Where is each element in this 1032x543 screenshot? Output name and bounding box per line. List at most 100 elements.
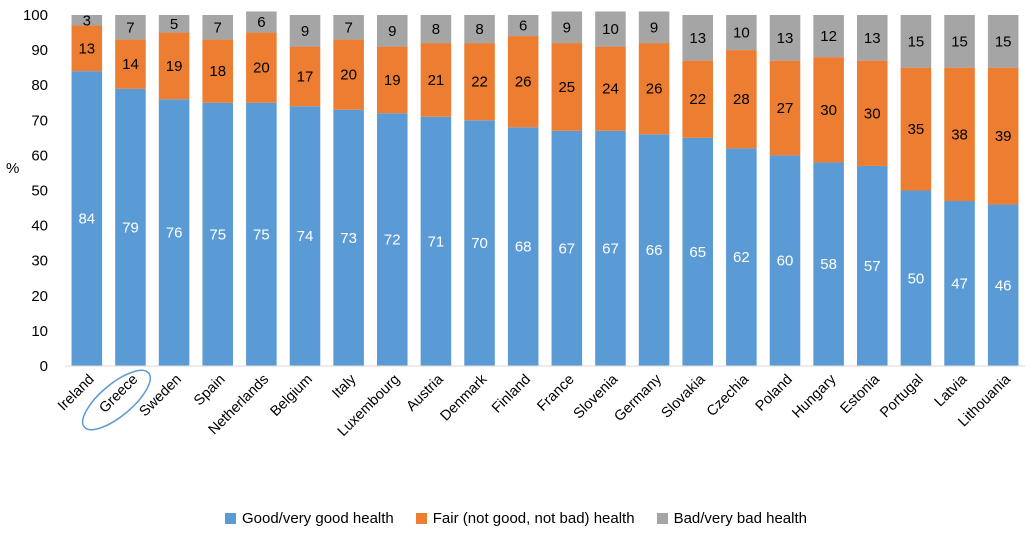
x-tick-label: Hungary [789, 371, 840, 422]
bar-segment [813, 15, 844, 58]
legend-item: Good/very good health [224, 510, 394, 527]
bar-segment [71, 25, 103, 72]
y-tick-label: 50 [31, 183, 48, 200]
bar-segment [857, 165, 888, 366]
bar-segment [377, 15, 408, 47]
bar-segment [420, 43, 452, 117]
bar-segment [71, 71, 103, 366]
data-label: 10 [602, 21, 619, 38]
data-label: 79 [122, 219, 139, 236]
bar-segment [202, 39, 233, 103]
data-label: 9 [563, 19, 571, 36]
legend-swatch [656, 513, 668, 524]
bar-segment [857, 15, 888, 61]
data-label: 17 [297, 68, 314, 85]
bar-segment [377, 113, 408, 366]
bar-segment [333, 109, 364, 367]
x-tick-label: Latvia [932, 371, 971, 410]
bar-segment [944, 201, 975, 366]
bar-segment [769, 155, 801, 366]
data-label: 39 [995, 128, 1012, 145]
bar-segment [726, 148, 757, 366]
x-tick-label: Austria [404, 371, 448, 415]
bar-segment [726, 50, 757, 149]
data-label: 72 [384, 232, 401, 249]
data-label: 13 [689, 30, 706, 47]
data-label: 20 [253, 60, 270, 77]
bar-segment [507, 15, 539, 37]
bar-segment [507, 36, 539, 128]
data-label: 24 [602, 81, 619, 98]
data-label: 15 [995, 33, 1012, 50]
legend-swatch [415, 513, 427, 524]
data-label: 35 [908, 121, 925, 138]
data-label: 66 [646, 242, 663, 259]
data-label: 14 [122, 56, 139, 73]
x-tick-label: Belgium [267, 372, 315, 420]
y-tick-label: 30 [31, 253, 48, 270]
bar-segment [813, 162, 844, 366]
y-tick-label: 80 [31, 77, 48, 94]
bar-segment [638, 43, 670, 135]
data-label: 50 [908, 270, 925, 287]
bar-segment [987, 67, 1019, 205]
data-label: 27 [777, 100, 794, 117]
bar-segment [246, 32, 277, 103]
data-label: 6 [519, 18, 527, 35]
legend-swatch [224, 513, 236, 524]
bar-segment [769, 15, 801, 61]
bar-segment [595, 46, 626, 131]
data-label: 3 [83, 12, 91, 29]
bar-segment [158, 15, 190, 33]
bar-segment [246, 102, 277, 366]
bar-segment [202, 102, 233, 366]
bar-segment [202, 15, 233, 40]
legend-label: Good/very good health [241, 510, 394, 527]
highlight-ellipse-shape [81, 369, 151, 431]
data-label: 58 [820, 256, 837, 273]
bar-segment [420, 15, 452, 44]
bar-segment [464, 120, 495, 366]
x-tick-label: France [534, 372, 577, 415]
data-label: 71 [428, 233, 445, 250]
bar-segment [420, 116, 452, 366]
legend-label: Fair (not good, not bad) health [432, 510, 635, 527]
data-label: 8 [475, 21, 483, 38]
bars [71, 11, 1019, 367]
y-tick-label: 20 [31, 288, 48, 305]
y-axis: 0 10 20 30 40 50 60 70 80 90 100 [23, 7, 48, 375]
data-label: 22 [471, 74, 488, 91]
data-label: 19 [166, 58, 183, 75]
data-label: 21 [428, 72, 445, 89]
bar-segment [857, 60, 888, 166]
data-label: 13 [777, 30, 794, 47]
data-label: 18 [209, 63, 226, 80]
bar-segment [289, 15, 321, 47]
data-label: 74 [297, 228, 314, 245]
data-label: 25 [558, 79, 575, 96]
data-label: 62 [733, 249, 750, 266]
x-tick-label: Finland [489, 372, 534, 417]
data-label: 38 [951, 126, 968, 143]
data-label: 19 [384, 72, 401, 89]
data-label: 22 [689, 91, 706, 108]
data-label: 15 [908, 33, 925, 50]
x-tick-label: Spain [191, 372, 229, 410]
x-tick-label: Czechia [704, 371, 753, 420]
data-label: 73 [340, 230, 357, 247]
data-label: 30 [864, 105, 881, 122]
bar-segment [682, 137, 713, 366]
data-label: 57 [864, 258, 881, 275]
data-label: 68 [515, 239, 532, 256]
data-label: 75 [209, 226, 226, 243]
legend-item: Fair (not good, not bad) health [415, 510, 635, 527]
data-label: 12 [820, 28, 837, 45]
y-tick-label: 10 [31, 323, 48, 340]
data-label: 9 [388, 23, 396, 40]
bar-segment [507, 127, 539, 366]
data-label: 6 [257, 14, 265, 31]
x-tick-label: Germany [611, 371, 665, 425]
bar-segment [944, 15, 975, 68]
bar-segment [115, 15, 146, 40]
